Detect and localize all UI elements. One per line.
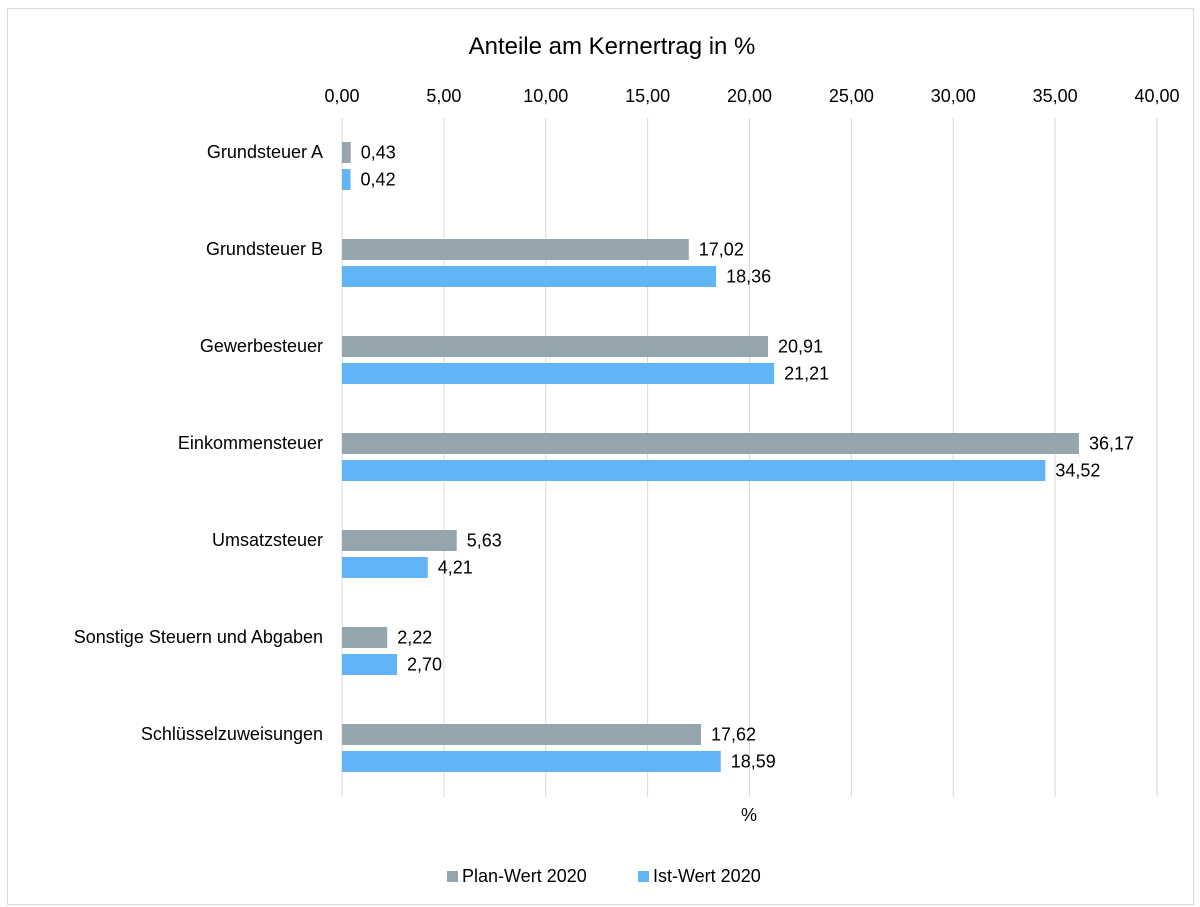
bar-plan — [342, 433, 1079, 454]
data-label: 0,43 — [361, 143, 396, 163]
legend: Plan-Wert 2020 Ist-Wert 2020 — [447, 866, 761, 886]
x-tick-label: 35,00 — [1033, 86, 1078, 106]
data-label: 2,70 — [407, 655, 442, 675]
legend-label: Plan-Wert 2020 — [462, 866, 587, 886]
x-tick-label: 40,00 — [1134, 86, 1179, 106]
bar-ist — [342, 266, 717, 287]
data-label: 5,63 — [467, 531, 502, 551]
legend-label: Ist-Wert 2020 — [653, 866, 761, 886]
data-label: 17,62 — [711, 725, 756, 745]
gridlines — [341, 118, 1158, 797]
data-label: 2,22 — [397, 628, 432, 648]
data-label: 21,21 — [784, 364, 829, 384]
data-label: 34,52 — [1055, 461, 1100, 481]
bar-ist — [342, 557, 428, 578]
x-tick-label: 0,00 — [324, 86, 359, 106]
category-label: Schlüsselzuweisungen — [141, 724, 323, 744]
bar-plan — [342, 530, 457, 551]
bar-plan — [342, 239, 689, 260]
legend-swatch — [447, 871, 458, 882]
category-label: Grundsteuer B — [206, 239, 323, 259]
bar-plan — [342, 724, 702, 745]
bar-plan — [342, 336, 769, 357]
data-label: 18,36 — [726, 267, 771, 287]
bar-plan — [342, 142, 351, 163]
category-labels: Grundsteuer A Grundsteuer B Gewerbesteuer E… — [74, 142, 323, 744]
bar-plan — [342, 627, 388, 648]
bar-ist — [342, 460, 1046, 481]
data-label: 17,02 — [699, 240, 744, 260]
legend-swatch — [638, 871, 649, 882]
x-tick-label: 30,00 — [931, 86, 976, 106]
data-label: 0,42 — [361, 170, 396, 190]
category-label: Gewerbesteuer — [200, 336, 323, 356]
x-axis-label: % — [741, 805, 757, 825]
bar-ist — [342, 654, 398, 675]
x-tick-labels: 0,00 5,00 10,00 15,00 20,00 25,00 30,00 35,00 40… — [324, 86, 1179, 106]
bar-ist — [342, 169, 351, 190]
x-tick-label: 20,00 — [727, 86, 772, 106]
data-label: 20,91 — [778, 337, 823, 357]
bar-ist — [342, 751, 721, 772]
value-labels: 0,43 17,02 20,91 36,17 5,63 2,22 17,62 0,42 18,3… — [361, 143, 1134, 772]
data-label: 4,21 — [438, 558, 473, 578]
category-label: Einkommensteuer — [178, 433, 323, 453]
x-tick-label: 15,00 — [625, 86, 670, 106]
bar-ist — [342, 363, 775, 384]
x-tick-label: 10,00 — [523, 86, 568, 106]
x-tick-label: 25,00 — [829, 86, 874, 106]
data-label: 18,59 — [731, 752, 776, 772]
category-label: Grundsteuer A — [207, 142, 323, 162]
category-label: Umsatzsteuer — [212, 530, 323, 550]
bars — [342, 142, 1079, 772]
data-label: 36,17 — [1089, 434, 1134, 454]
x-tick-label: 5,00 — [426, 86, 461, 106]
chart-title: Anteile am Kernertrag in % — [469, 33, 756, 60]
category-label: Sonstige Steuern und Abgaben — [74, 627, 323, 647]
